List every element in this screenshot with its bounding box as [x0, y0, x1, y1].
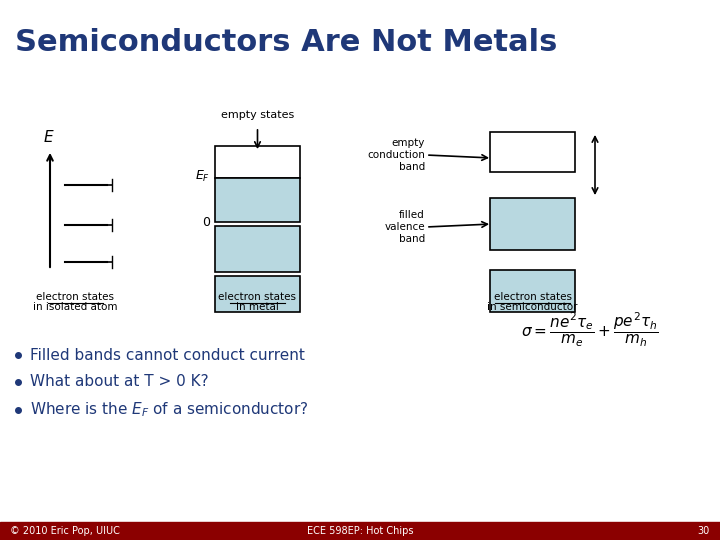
Text: Semiconductors Are Not Metals: Semiconductors Are Not Metals [15, 28, 557, 57]
Bar [215, 226, 300, 272]
Text: electron states: electron states [493, 292, 572, 302]
Text: in metal: in metal [236, 302, 279, 312]
Bar [490, 198, 575, 250]
Text: E: E [44, 130, 53, 145]
Text: 0: 0 [202, 215, 210, 228]
Bar [215, 276, 300, 312]
Text: electron states: electron states [36, 292, 114, 302]
Text: Filled bands cannot conduct current: Filled bands cannot conduct current [30, 348, 305, 362]
Text: What about at T > 0 K?: What about at T > 0 K? [30, 375, 209, 389]
Bar [215, 146, 300, 178]
Text: filled
valence
band: filled valence band [384, 211, 425, 244]
Text: empty
conduction
band: empty conduction band [367, 138, 425, 172]
Bar [490, 132, 575, 172]
Text: in isolated atom: in isolated atom [32, 302, 117, 312]
Text: 30: 30 [698, 526, 710, 536]
Text: empty states: empty states [221, 110, 294, 120]
Text: $E_F$: $E_F$ [195, 168, 210, 184]
Text: $\sigma = \dfrac{ne^2\tau_e}{m_e} + \dfrac{pe^2\tau_h}{m_h}$: $\sigma = \dfrac{ne^2\tau_e}{m_e} + \dfr… [521, 311, 659, 349]
Text: Where is the $E_F$ of a semiconductor?: Where is the $E_F$ of a semiconductor? [30, 401, 308, 420]
Bar [215, 178, 300, 222]
Text: © 2010 Eric Pop, UIUC: © 2010 Eric Pop, UIUC [10, 526, 120, 536]
Text: ECE 598EP: Hot Chips: ECE 598EP: Hot Chips [307, 526, 413, 536]
Bar [490, 270, 575, 312]
Bar [0, 522, 720, 540]
Text: in semiconductor: in semiconductor [487, 302, 577, 312]
Text: electron states: electron states [218, 292, 297, 302]
